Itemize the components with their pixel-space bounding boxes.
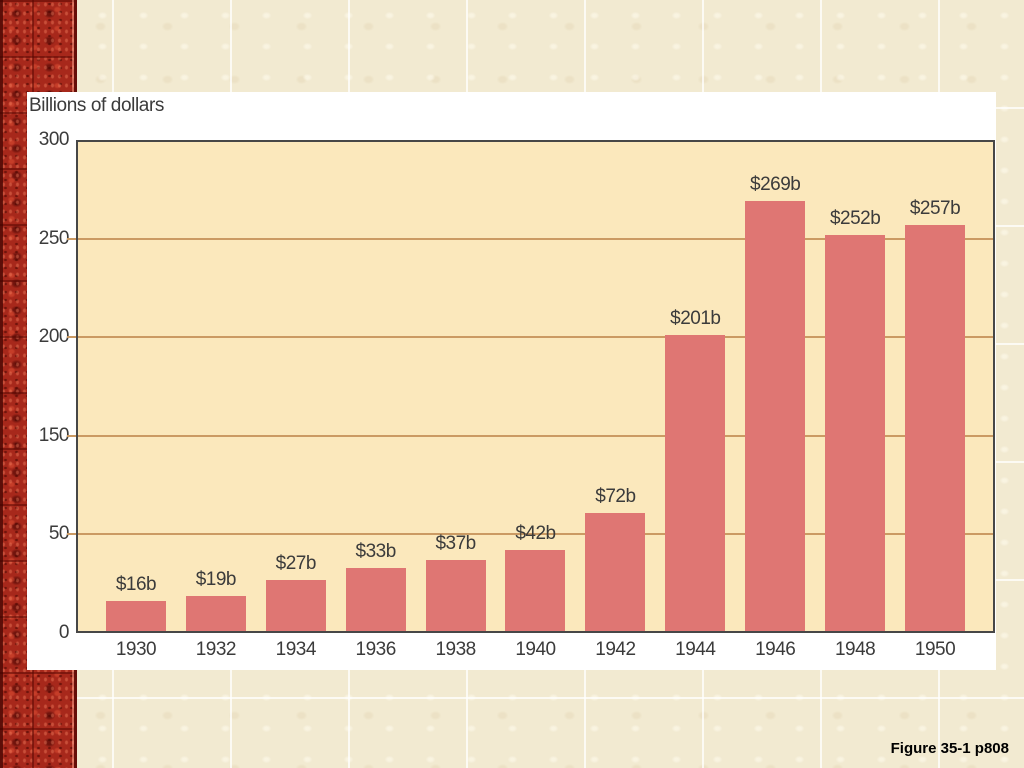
x-axis-label: 1950 [914, 639, 956, 660]
bar-slot: $37b [416, 140, 496, 633]
bar [825, 234, 886, 633]
bar-slot: $27b [256, 140, 336, 633]
y-tick-label: 250 [38, 227, 70, 249]
bar-value-label: $33b [355, 540, 397, 562]
bar-value-label: $252b [829, 207, 881, 229]
x-axis-label: 1932 [195, 639, 237, 660]
bar [905, 224, 966, 633]
bar-value-label: $201b [670, 308, 721, 330]
figure-caption: Figure 35-1 p808 [890, 740, 1009, 757]
bar-value-label: $269b [750, 174, 801, 196]
bar-value-label: $27b [275, 552, 317, 574]
bar [105, 601, 166, 633]
x-axis-label: 1946 [755, 639, 796, 660]
bar-slot: $42b [496, 140, 576, 633]
x-axis-label: 1940 [515, 639, 556, 660]
x-axis-label: 1938 [435, 639, 476, 660]
x-axis-label: 1944 [675, 639, 716, 660]
bar [185, 595, 246, 633]
chart-title: Billions of dollars [29, 95, 164, 116]
y-tick-label: 150 [38, 424, 70, 446]
bar-slot: $16b [96, 140, 176, 633]
y-tick-label: 200 [38, 326, 70, 348]
bar [585, 512, 646, 633]
bar [665, 335, 726, 633]
gridline [67, 336, 995, 339]
gridline [67, 434, 995, 437]
x-axis-label: 1948 [834, 639, 876, 660]
bar-slot: $269b [735, 140, 815, 633]
y-tick-label: 0 [58, 622, 70, 643]
bar [505, 550, 566, 633]
x-axis-labels: 1930 1932 1934 1936 1938 1940 1942 1944 1946 1948… [76, 635, 995, 668]
bar [265, 579, 326, 633]
gridline [67, 533, 995, 536]
bar-slot: $72b [575, 140, 655, 633]
bar [345, 567, 406, 633]
y-tick-label: 50 [48, 523, 70, 545]
bar-value-label: $72b [595, 485, 636, 507]
x-axis-label: 1934 [275, 639, 317, 660]
bar-slot: $201b [655, 140, 735, 633]
bar-slot: $19b [176, 140, 256, 633]
gridline [67, 237, 995, 240]
bar-value-label: $16b [115, 574, 157, 596]
chart-panel: Billions of dollars 300 250 200 150 50 0 $16b… [27, 92, 996, 670]
x-axis-label: 1930 [115, 639, 157, 660]
y-axis-labels: 300 250 200 150 50 0 [27, 129, 70, 643]
bar-value-label: $19b [195, 568, 237, 590]
bar-value-label: $257b [909, 197, 961, 219]
bar-slot: $252b [815, 140, 895, 633]
bar [745, 201, 806, 633]
bar [425, 560, 486, 633]
gridlines-layer [67, 140, 995, 633]
bars-row: $16b $19b $27b $33b $37b $42b $72b $201b $269b $2… [76, 140, 995, 633]
plot-area: $16b $19b $27b $33b $37b $42b $72b $201b $269b $2… [67, 140, 995, 633]
bar-value-label: $42b [515, 523, 556, 545]
bar-slot: $257b [895, 140, 975, 633]
y-tick-label: 300 [38, 129, 70, 150]
bar-slot: $33b [336, 140, 416, 633]
bar-value-label: $37b [435, 533, 476, 555]
x-axis-label: 1936 [355, 639, 397, 660]
x-axis-label: 1942 [595, 639, 636, 660]
